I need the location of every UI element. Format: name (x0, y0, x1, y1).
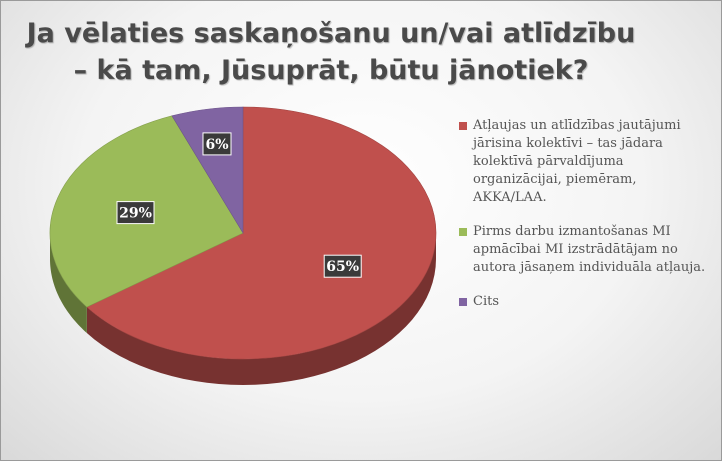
data-label-box-1 (116, 201, 155, 225)
legend-item-individuala-atlauja: Pirms darbu izmantošanas MI apmācībai MI… (459, 223, 714, 277)
data-label-0: 65% (323, 254, 362, 278)
data-label-1: 29% (116, 201, 155, 225)
legend-item-kolektivi: Atļaujas un atlīdzības jautājumi jārisin… (459, 117, 714, 207)
pie-side-1 (50, 233, 87, 334)
chart-title: Ja vēlaties saskaņošanu un/vai atlīdzību… (21, 15, 641, 89)
legend-label-cits: Cits (473, 294, 499, 309)
legend-swatch-individuala-atlauja (459, 228, 467, 236)
legend-swatch-kolektivi (459, 122, 467, 130)
data-label-text-0: 65% (326, 259, 359, 275)
data-label-text-1: 29% (119, 206, 152, 222)
data-label-box-0 (323, 254, 362, 278)
legend-label-individuala-atlauja: Pirms darbu izmantošanas MI apmācībai MI… (473, 224, 706, 275)
chart-title-line-2: – kā tam, Jūsuprāt, būtu jānotiek? (73, 55, 589, 86)
legend-item-cits: Cits (459, 293, 714, 311)
legend-label-kolektivi: Atļaujas un atlīdzības jautājumi jārisin… (473, 118, 681, 205)
data-label-box-2 (202, 132, 232, 156)
legend-swatch-cits (459, 298, 467, 306)
legend: Atļaujas un atlīdzības jautājumi jārisin… (459, 117, 714, 327)
pie-slice-0 (86, 106, 437, 360)
data-label-text-2: 6% (205, 137, 228, 153)
chart-title-line-1: Ja vēlaties saskaņošanu un/vai atlīdzību (26, 18, 636, 49)
data-label-2: 6% (202, 132, 232, 156)
pie-side-0 (86, 233, 437, 385)
